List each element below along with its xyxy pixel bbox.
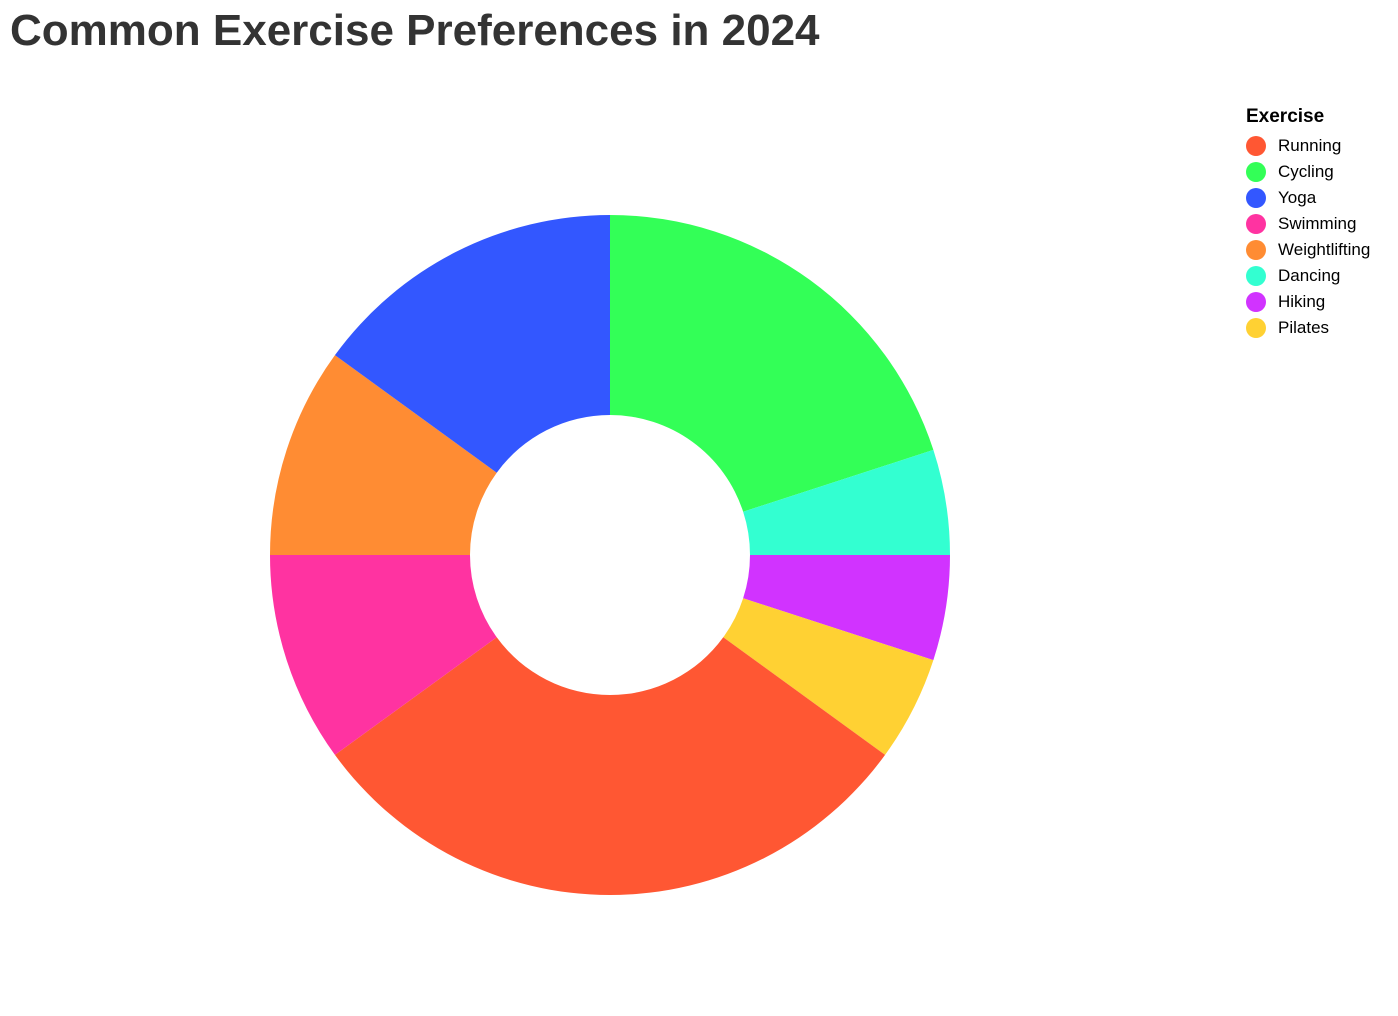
slice-swimming[interactable] <box>270 555 497 755</box>
legend-label: Swimming <box>1278 214 1357 233</box>
legend-items: Running Cycling Yoga Swimming Weightlifting D… <box>1246 133 1370 341</box>
legend-swatch <box>1246 136 1266 156</box>
legend-item-weightlifting[interactable]: Weightlifting <box>1246 237 1370 263</box>
legend-swatch <box>1246 188 1266 208</box>
legend-item-swimming[interactable]: Swimming <box>1246 211 1370 237</box>
slice-weightlifting[interactable] <box>270 355 497 555</box>
legend-label: Weightlifting <box>1278 240 1371 259</box>
legend-swatch <box>1246 162 1266 182</box>
slice-dancing[interactable] <box>743 449 950 555</box>
legend-swatch <box>1246 214 1266 234</box>
chart-title: Common Exercise Preferences in 2024 <box>10 6 820 55</box>
legend-label: Cycling <box>1278 162 1334 181</box>
slice-hiking[interactable] <box>743 555 950 661</box>
slice-yoga[interactable] <box>334 215 610 473</box>
slice-pilates[interactable] <box>723 598 934 755</box>
legend-label: Yoga <box>1278 188 1317 207</box>
legend-label: Dancing <box>1278 266 1341 285</box>
legend-item-hiking[interactable]: Hiking <box>1246 289 1370 315</box>
legend-swatch <box>1246 292 1266 312</box>
legend-item-running[interactable]: Running <box>1246 133 1370 159</box>
legend-title: Exercise <box>1246 106 1325 127</box>
donut-slices <box>270 215 950 896</box>
legend-item-pilates[interactable]: Pilates <box>1246 315 1370 341</box>
legend-swatch <box>1246 318 1266 338</box>
legend-swatch <box>1246 266 1266 286</box>
legend-label: Hiking <box>1278 292 1326 311</box>
slice-running[interactable] <box>334 637 886 896</box>
legend-item-dancing[interactable]: Dancing <box>1246 263 1370 289</box>
legend-label: Running <box>1278 136 1342 155</box>
legend: Exercise Running Cycling Yoga Swimming Weigh… <box>1246 106 1370 341</box>
slice-cycling[interactable] <box>610 215 934 512</box>
legend-swatch <box>1246 240 1266 260</box>
legend-label: Pilates <box>1278 318 1330 337</box>
legend-item-cycling[interactable]: Cycling <box>1246 159 1370 185</box>
legend-item-yoga[interactable]: Yoga <box>1246 185 1370 211</box>
